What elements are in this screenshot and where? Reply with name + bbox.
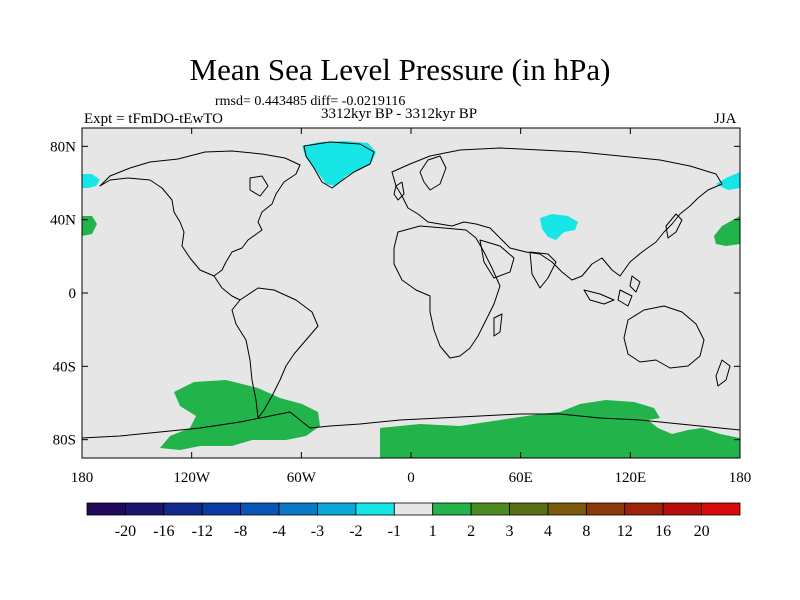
rmsd-diff-label: rmsd= 0.443485 diff= -0.0219116 xyxy=(215,94,406,109)
lat-tick-label: 40N xyxy=(50,213,76,229)
new-zealand xyxy=(715,359,731,387)
colorbar-swatch xyxy=(547,502,587,516)
tibet-anomaly xyxy=(540,214,578,240)
bering-anomaly-west xyxy=(82,174,100,188)
colorbar-label: 1 xyxy=(429,523,437,540)
colorbar-swatch xyxy=(201,502,242,516)
coastlines xyxy=(81,141,741,439)
bering-anomaly-east xyxy=(716,172,740,190)
colorbar-swatch xyxy=(163,502,203,516)
southern-ocean-indian xyxy=(560,400,660,420)
lat-tick-label: 40S xyxy=(53,359,76,375)
africa-coast xyxy=(393,225,501,359)
colorbar-swatch xyxy=(393,502,434,516)
lon-tick-label: 0 xyxy=(407,470,415,486)
lon-tick-label: 180 xyxy=(729,470,752,486)
colorbar-label: 20 xyxy=(694,523,710,540)
lon-tick-label: 120W xyxy=(173,470,211,486)
lon-tick-label: 60W xyxy=(287,470,317,486)
india-coast xyxy=(529,251,557,289)
colorbar-swatch xyxy=(585,502,626,516)
north-pacific-east xyxy=(714,216,740,246)
colorbar-swatch xyxy=(624,502,664,516)
australia-coast xyxy=(623,305,705,369)
period-label: 3312kyr BP - 3312kyr BP xyxy=(321,106,478,122)
greenland-anomaly xyxy=(302,141,376,186)
north-pacific-west xyxy=(82,216,97,236)
colorbar-labels: -20 -16 -12 -8 -4 -3 -2 -1 1 2 3 4 8 12 16 20 xyxy=(115,523,710,540)
scandinavia-coast xyxy=(419,155,447,191)
lat-tick-label: 80N xyxy=(50,139,76,155)
colorbar xyxy=(86,502,741,516)
greenland-coast xyxy=(303,141,375,189)
anomaly-regions xyxy=(82,141,740,458)
colorbar-label: 4 xyxy=(544,523,552,540)
lat-tick-label: 0 xyxy=(69,286,77,302)
map-title: Mean Sea Level Pressure (in hPa) xyxy=(189,52,611,87)
europe-asia-coast xyxy=(391,147,723,281)
arabia-coast xyxy=(479,239,515,279)
longitude-axis: 180 120W 60W 0 60E 120E 180 xyxy=(71,128,752,486)
colorbar-label: 3 xyxy=(506,523,514,540)
antarctic-margin xyxy=(380,408,740,458)
antarctica-coast xyxy=(81,411,741,439)
colorbar-swatch xyxy=(509,502,549,516)
lon-tick-label: 180 xyxy=(71,470,94,486)
lon-tick-label: 60E xyxy=(509,470,533,486)
colorbar-label: 8 xyxy=(582,523,590,540)
japan-coast xyxy=(665,213,683,239)
colorbar-swatch xyxy=(662,502,702,516)
madagascar xyxy=(493,313,503,337)
colorbar-label: -20 xyxy=(115,523,136,540)
colorbar-swatch xyxy=(125,502,165,516)
experiment-label: Expt = tFmDO-tEwTO xyxy=(84,111,224,127)
colorbar-label: -1 xyxy=(388,523,401,540)
colorbar-label: 2 xyxy=(467,523,475,540)
colorbar-swatch xyxy=(86,502,126,516)
british-isles xyxy=(393,181,405,201)
lon-tick-label: 120E xyxy=(614,470,646,486)
colorbar-label: -8 xyxy=(234,523,247,540)
colorbar-label: -4 xyxy=(272,523,285,540)
season-label: JJA xyxy=(714,111,737,127)
colorbar-swatch xyxy=(317,502,357,516)
colorbar-swatch xyxy=(470,502,510,516)
colorbar-swatch xyxy=(701,502,741,516)
colorbar-label: -2 xyxy=(349,523,362,540)
latitude-axis: 80N 40N 0 40S 80S xyxy=(50,139,740,449)
hudson-bay xyxy=(249,175,269,197)
southeast-asia-islands xyxy=(583,275,641,307)
colorbar-label: -12 xyxy=(192,523,213,540)
central-america-coast xyxy=(213,275,241,301)
colorbar-swatch xyxy=(240,502,280,516)
colorbar-label: -3 xyxy=(311,523,324,540)
south-america-coast xyxy=(231,287,319,419)
colorbar-swatch xyxy=(432,502,472,516)
colorbar-swatch xyxy=(278,502,318,516)
north-america-coast xyxy=(99,150,301,277)
colorbar-label: 12 xyxy=(617,523,633,540)
southern-ocean-pacific xyxy=(160,380,320,450)
colorbar-label: -16 xyxy=(153,523,174,540)
colorbar-swatch xyxy=(355,502,395,516)
colorbar-label: 16 xyxy=(655,523,671,540)
lat-tick-label: 80S xyxy=(53,433,76,449)
